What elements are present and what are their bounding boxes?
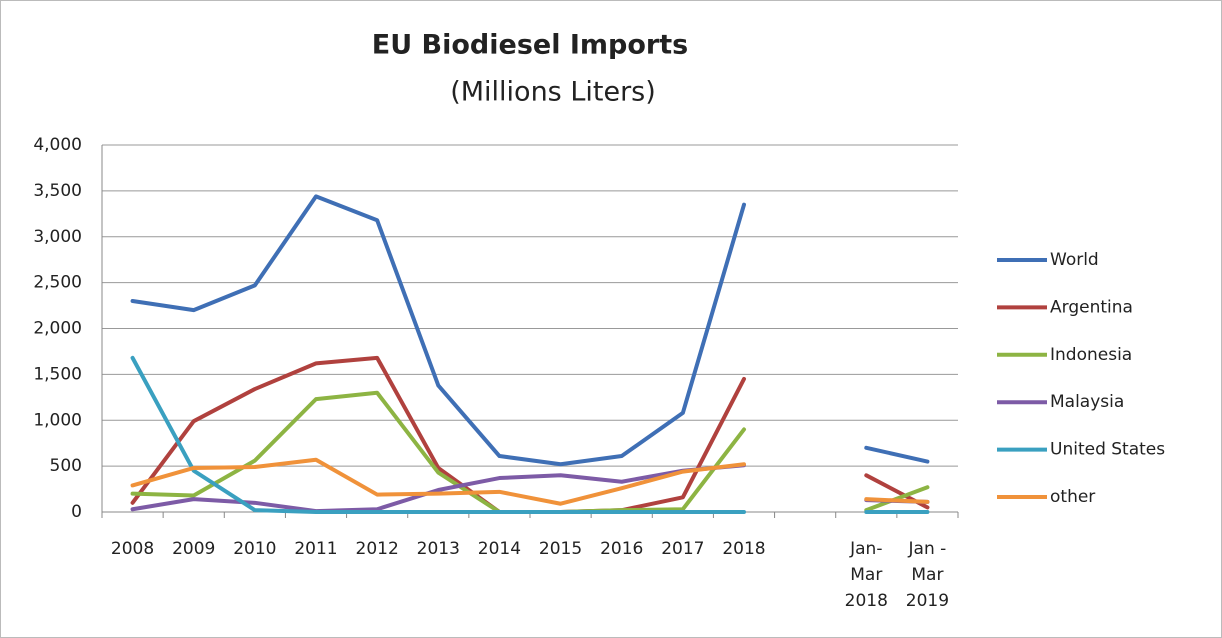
legend-label: other (1050, 487, 1095, 507)
y-tick-label: 2,500 (33, 273, 82, 293)
x-tick-label: 2015 (538, 539, 583, 559)
x-tick-label: 2010 (233, 539, 277, 559)
legend-label: Argentina (1050, 297, 1133, 317)
x-tick-label: 2011 (294, 539, 338, 559)
y-tick-label: 2,000 (33, 319, 82, 339)
x-tick-label: 2009 (172, 539, 216, 559)
x-tick-label: Jan - Mar 2019 (905, 539, 950, 611)
x-tick-label: 2013 (416, 539, 460, 559)
y-tick-label: 1,000 (33, 410, 82, 430)
x-tick-label: Jan- Mar 2018 (844, 539, 888, 611)
x-tick-label: 2016 (600, 539, 644, 559)
chart-subtitle: (Millions Liters) (450, 77, 656, 108)
legend-label: United States (1050, 440, 1165, 460)
legend-label: World (1050, 250, 1099, 270)
chart-title: EU Biodiesel Imports (372, 30, 688, 61)
y-tick-label: 1,500 (33, 364, 82, 384)
y-tick-label: 0 (71, 502, 82, 522)
x-tick-label: 2008 (110, 539, 155, 559)
x-tick-label: 2018 (722, 539, 766, 559)
x-tick-label: 2012 (355, 539, 399, 559)
y-tick-label: 500 (50, 456, 82, 476)
y-tick-label: 4,000 (33, 135, 82, 155)
x-tick-label: 2014 (477, 539, 522, 559)
x-tick-label: 2017 (661, 539, 705, 559)
legend-label: Malaysia (1050, 392, 1124, 412)
legend-label: Indonesia (1050, 345, 1132, 365)
y-tick-label: 3,000 (33, 227, 82, 247)
y-tick-label: 3,500 (33, 181, 82, 201)
series-line (130, 355, 930, 514)
series-line (130, 457, 930, 506)
series-line (130, 194, 930, 467)
